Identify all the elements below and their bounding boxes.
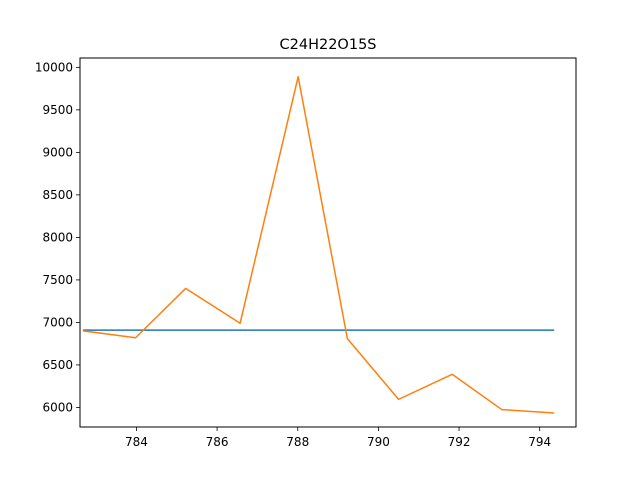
y-tick-label-9500: 9500	[42, 103, 73, 117]
y-tick-label-8500: 8500	[42, 188, 73, 202]
y-tick-label-7000: 7000	[42, 315, 73, 329]
y-tick-label-6500: 6500	[42, 358, 73, 372]
chart-title: C24H22O15S	[280, 37, 377, 53]
x-tick-label-788: 788	[286, 435, 309, 449]
x-tick-label-790: 790	[367, 435, 390, 449]
y-tick-label-8000: 8000	[42, 230, 73, 244]
y-tick-label-6000: 6000	[42, 400, 73, 414]
series-line-1	[82, 75, 555, 414]
x-tick-label-792: 792	[448, 435, 471, 449]
x-tick-label-786: 786	[206, 435, 229, 449]
x-tick-label-794: 794	[528, 435, 551, 449]
y-tick-label-7500: 7500	[42, 273, 73, 287]
x-tick-label-784: 784	[125, 435, 148, 449]
plot-area: 784 786 788 790 792 794 6000 6500 7000 7500 8000 85…	[35, 57, 577, 449]
y-tick-label-9000: 9000	[42, 145, 73, 159]
y-tick-label-10000: 10000	[35, 60, 73, 74]
axes-frame	[79, 57, 577, 428]
